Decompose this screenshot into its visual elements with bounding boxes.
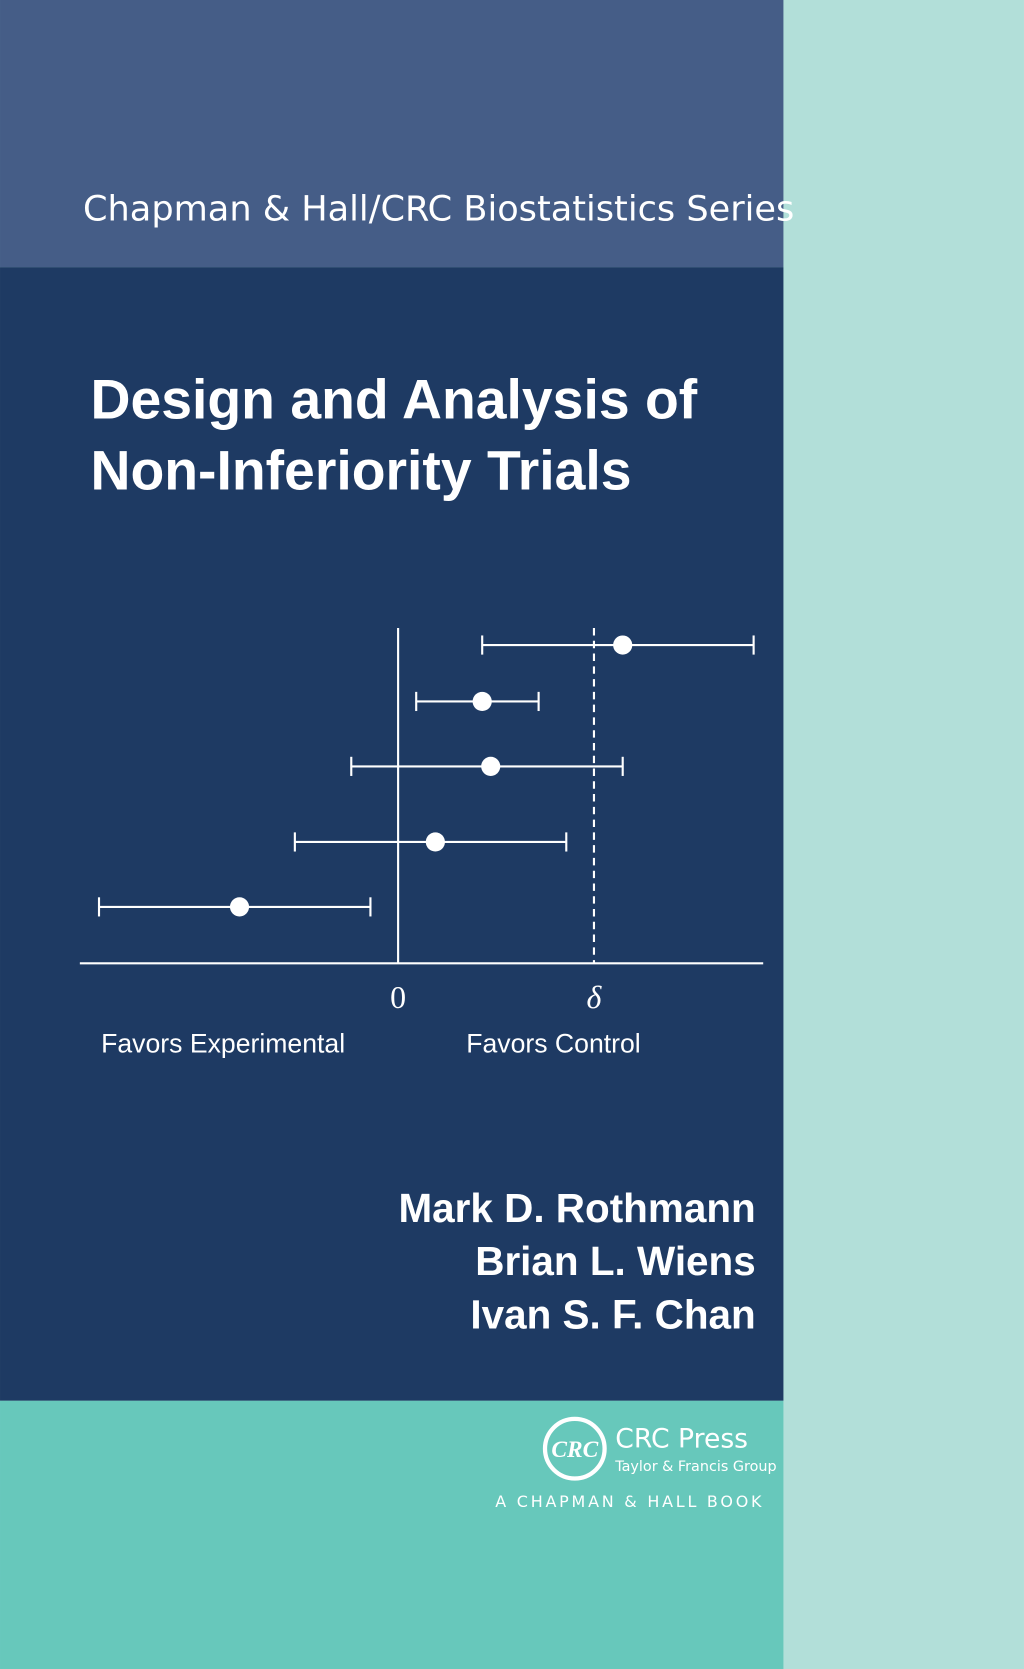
author: Mark D. Rothmann xyxy=(399,1185,756,1231)
caption: Favors Control xyxy=(466,1029,641,1059)
forest-plot: 0 δ Favors Experimental Favors Control xyxy=(79,628,764,1059)
main-panel xyxy=(0,267,784,1401)
publisher-logo: CRC CRC Press Taylor & Francis Group A C… xyxy=(495,1416,777,1511)
interval xyxy=(97,897,372,917)
title-line: Design and Analysis of xyxy=(90,368,697,430)
title-line: Non-Inferiority Trials xyxy=(90,440,631,502)
series-title: Chapman & Hall/CRC Biostatistics Series xyxy=(83,188,794,229)
logo-text: CRC xyxy=(551,1437,598,1463)
author: Brian L. Wiens xyxy=(475,1238,756,1284)
axis-label: 0 xyxy=(390,980,406,1015)
publisher-group: Taylor & Francis Group xyxy=(614,1459,776,1475)
logo-ring xyxy=(542,1416,607,1481)
caption: Favors Experimental xyxy=(101,1029,345,1059)
author: Ivan S. F. Chan xyxy=(470,1291,755,1337)
publisher-band xyxy=(0,1400,784,1669)
interval xyxy=(350,756,624,776)
interval xyxy=(293,832,568,852)
imprint: A CHAPMAN & HALL BOOK xyxy=(495,1492,764,1511)
interval xyxy=(415,691,540,712)
interval xyxy=(481,635,755,655)
publisher-name: CRC Press xyxy=(615,1424,748,1455)
axis-label: δ xyxy=(587,980,603,1015)
series-band xyxy=(0,0,784,268)
